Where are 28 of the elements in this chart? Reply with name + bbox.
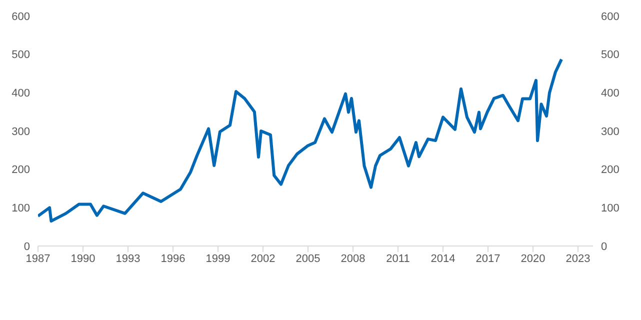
y-tick-label: 200 <box>12 164 30 176</box>
y-tick-label: 400 <box>12 88 30 100</box>
y-tick-label: 600 <box>12 10 30 23</box>
x-tick-label: 1993 <box>116 252 140 265</box>
x-tick-label: 2002 <box>250 252 276 265</box>
y-tick-label: 500 <box>12 49 30 62</box>
y2-tick-label: 0 <box>601 240 608 253</box>
x-tick-label: 2023 <box>566 252 590 265</box>
x-tick-label: 2005 <box>296 252 320 265</box>
y2-tick-label: 600 <box>601 10 620 23</box>
y2-tick-label: 200 <box>601 164 620 176</box>
x-tick-label: 2011 <box>386 252 410 265</box>
x-tick-label: 2014 <box>430 252 456 265</box>
x-tick-label: 1987 <box>26 252 50 265</box>
line-series <box>38 58 563 223</box>
x-tick-label: 1996 <box>160 252 186 265</box>
x-tick-label: 2017 <box>476 252 500 265</box>
x-tick-label: 2008 <box>340 252 366 265</box>
x-tick-label: 1999 <box>206 252 230 265</box>
y2-tick-label: 500 <box>601 49 620 62</box>
y2-tick-label: 400 <box>601 88 620 100</box>
y-tick-label: 0 <box>24 240 30 253</box>
x-tick-label: 1990 <box>70 252 96 265</box>
y2-tick-label: 300 <box>601 126 620 138</box>
y-tick-label: 100 <box>12 202 30 215</box>
y2-tick-label: 100 <box>601 202 620 215</box>
y-tick-label: 300 <box>12 126 30 138</box>
x-tick-label: 2020 <box>520 252 546 265</box>
